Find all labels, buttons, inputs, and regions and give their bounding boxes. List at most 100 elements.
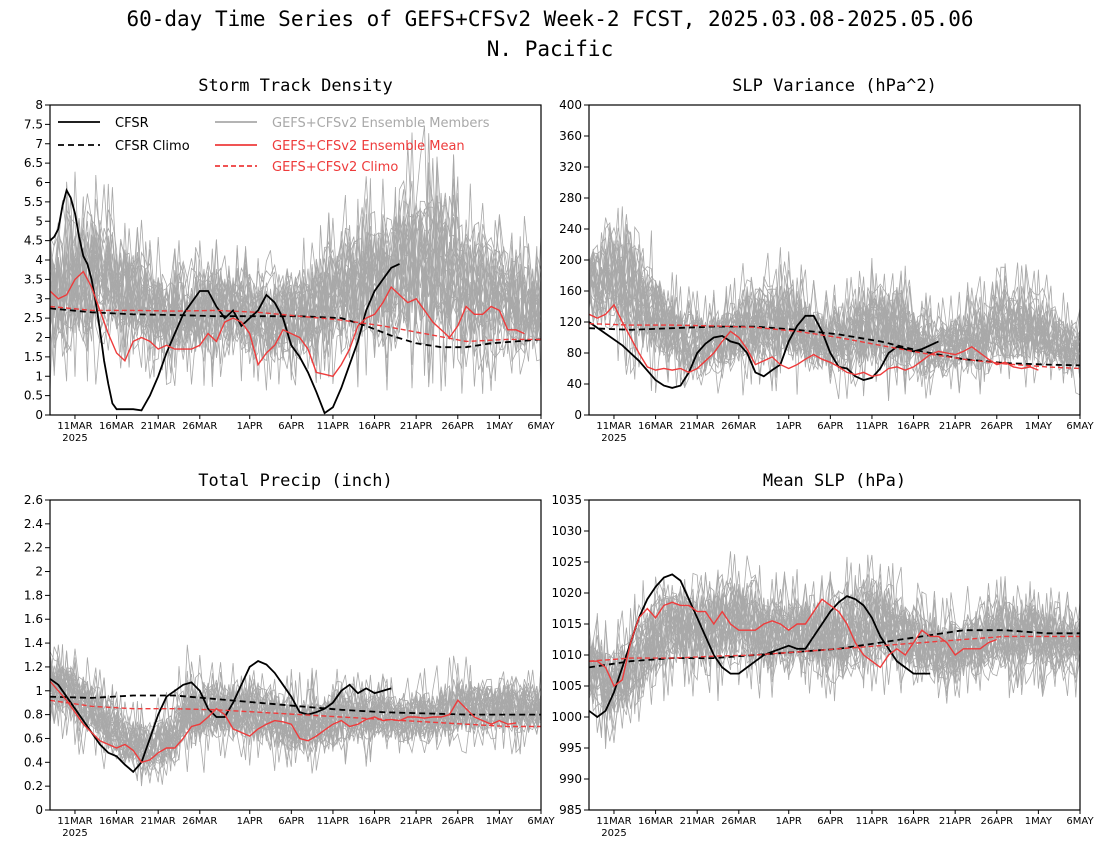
series-line-climo [50, 305, 541, 343]
series-line-mean [50, 270, 525, 378]
ensemble-member-line [50, 663, 541, 771]
ensemble-member-line [50, 666, 541, 760]
x-year-label: 2025 [62, 433, 87, 444]
x-tick-label: 11APR [856, 421, 889, 432]
x-tick-label: 1MAY [486, 816, 514, 827]
y-tick-label: 240 [559, 222, 582, 236]
y-tick-label: 8 [35, 98, 43, 112]
y-tick-label: 0.5 [24, 389, 43, 403]
x-tick-label: 21MAR [680, 421, 715, 432]
ensemble-member-line [50, 648, 541, 768]
y-tick-label: 0.6 [24, 731, 43, 745]
y-tick-label: 0.8 [24, 708, 43, 722]
y-tick-label: 7 [35, 137, 43, 151]
plot-area [50, 644, 541, 787]
plot-area [50, 125, 541, 415]
x-tick-label: 6MAY [1066, 421, 1094, 432]
y-tick-label: 160 [559, 284, 582, 298]
series-line-mean [589, 598, 998, 688]
panel-title: SLP Variance (hPa^2) [732, 76, 937, 96]
ensemble-member-line [589, 207, 1080, 387]
ensemble-members [589, 206, 1080, 402]
y-tick-label: 995 [559, 741, 582, 755]
x-tick-label: 26MAR [182, 816, 217, 827]
x-tick-label: 1MAY [1025, 421, 1053, 432]
ensemble-members [50, 644, 541, 787]
y-tick-label: 2.6 [24, 493, 43, 507]
y-tick-label: 1.5 [24, 350, 43, 364]
ensemble-member-line [50, 226, 541, 387]
y-tick-label: 1035 [551, 493, 582, 507]
x-tick-label: 16APR [358, 421, 391, 432]
y-tick-label: 80 [567, 346, 582, 360]
y-tick-label: 1.6 [24, 612, 43, 626]
ensemble-member-line [589, 584, 1080, 749]
panel-title: Storm Track Density [198, 76, 392, 96]
legend-gefs-climo-label: GEFS+CFSv2 Climo [272, 160, 398, 175]
x-tick-label: 21APR [400, 816, 433, 827]
x-tick-label: 16APR [358, 816, 391, 827]
y-tick-label: 1 [35, 369, 43, 383]
x-tick-label: 21MAR [141, 421, 176, 432]
y-tick-label: 1.4 [24, 636, 43, 650]
x-tick-label: 21MAR [141, 816, 176, 827]
plot-area [589, 551, 1080, 749]
series-line-climo [589, 635, 1080, 662]
x-tick-label: 1APR [776, 816, 802, 827]
y-tick-label: 1000 [551, 710, 582, 724]
ensemble-member-line [589, 228, 1080, 400]
x-tick-label: 26MAR [721, 816, 756, 827]
y-tick-label: 3 [35, 292, 43, 306]
legend-mean-label: GEFS+CFSv2 Ensemble Mean [272, 139, 465, 154]
legend-cfsr-climo-label: CFSR Climo [115, 139, 190, 154]
y-tick-label: 2.2 [24, 541, 43, 555]
ensemble-member-line [589, 231, 1080, 399]
legend-cfsr-label: CFSR [115, 116, 149, 131]
panel-title: Total Precip (inch) [198, 471, 392, 491]
ensemble-member-line [589, 226, 1080, 394]
y-tick-label: 985 [559, 803, 582, 817]
x-tick-label: 11APR [317, 816, 350, 827]
figure-title: 60-day Time Series of GEFS+CFSv2 Week-2 … [126, 7, 973, 31]
y-tick-label: 0.2 [24, 779, 43, 793]
x-tick-label: 11MAR [57, 816, 92, 827]
series-line-climo [589, 322, 1080, 370]
series-line-climo [50, 699, 541, 728]
x-tick-label: 1MAY [486, 421, 514, 432]
y-tick-label: 990 [559, 772, 582, 786]
x-year-label: 2025 [601, 828, 626, 839]
y-tick-label: 1.2 [24, 660, 43, 674]
ensemble-member-line [50, 658, 541, 771]
ensemble-member-line [589, 572, 1080, 716]
y-tick-label: 120 [559, 315, 582, 329]
y-tick-label: 2 [35, 331, 43, 345]
y-tick-label: 4.5 [24, 234, 43, 248]
y-tick-label: 0 [35, 408, 43, 422]
x-tick-label: 6MAY [527, 421, 555, 432]
x-tick-label: 16MAR [99, 421, 134, 432]
x-tick-label: 21MAR [680, 816, 715, 827]
x-tick-label: 26APR [442, 421, 475, 432]
x-tick-label: 1APR [237, 421, 263, 432]
series-line-mean [50, 680, 517, 764]
y-tick-label: 200 [559, 253, 582, 267]
y-tick-label: 0 [35, 803, 43, 817]
y-tick-label: 40 [567, 377, 582, 391]
series-line-obs [50, 187, 400, 415]
x-tick-label: 1APR [237, 816, 263, 827]
x-tick-label: 26MAR [721, 421, 756, 432]
y-tick-label: 0.4 [24, 755, 43, 769]
series-line-obs [589, 573, 931, 719]
y-tick-label: 1030 [551, 524, 582, 538]
y-tick-label: 2 [35, 565, 43, 579]
panel-4: Mean SLP (hPa) 985 990 995 1000 1005 1010 1015 1… [551, 471, 1094, 839]
y-tick-label: 2.5 [24, 311, 43, 325]
x-tick-label: 11APR [317, 421, 350, 432]
y-tick-label: 6 [35, 176, 43, 190]
y-tick-label: 1 [35, 684, 43, 698]
x-tick-label: 11MAR [596, 816, 631, 827]
x-tick-label: 6APR [278, 816, 304, 827]
ensemble-members [50, 125, 541, 394]
y-tick-label: 280 [559, 191, 582, 205]
x-tick-label: 16MAR [638, 421, 673, 432]
